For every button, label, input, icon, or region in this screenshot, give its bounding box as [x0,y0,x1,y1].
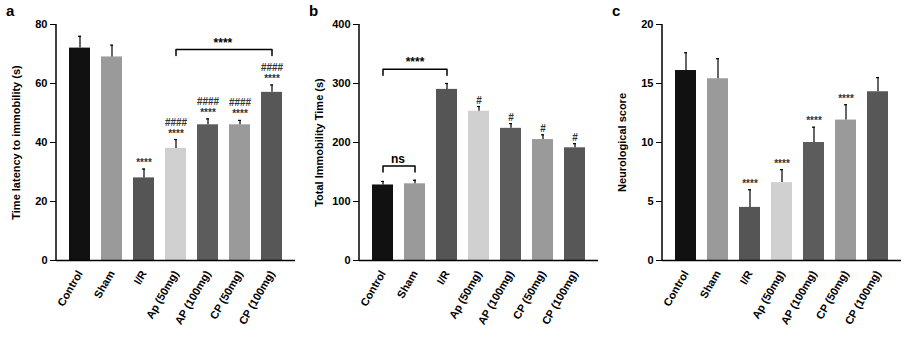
svg-text:AP (100mg): AP (100mg) [778,268,819,327]
svg-text:****: **** [232,108,248,119]
svg-text:####: #### [229,97,252,108]
svg-text:Control: Control [358,268,388,308]
svg-text:Ap (50mg): Ap (50mg) [446,268,483,321]
svg-text:80: 80 [35,18,47,30]
svg-text:ns: ns [391,152,405,166]
svg-text:****: **** [214,36,233,50]
svg-text:CP (100mg): CP (100mg) [539,268,580,327]
svg-text:#: # [476,95,482,106]
svg-text:####: #### [197,96,220,107]
html-text:a: a [6,2,15,19]
svg-text:****: **** [406,55,425,69]
svg-text:100: 100 [332,195,350,207]
svg-text:15: 15 [641,77,653,89]
svg-text:####: #### [261,62,284,73]
svg-text:#: # [508,112,514,123]
html-text:c: c [612,2,621,19]
svg-text:10: 10 [641,136,653,148]
svg-text:CP (100mg): CP (100mg) [236,268,277,327]
svg-text:Control: Control [661,268,691,308]
svg-text:Control: Control [55,268,85,308]
svg-text:****: **** [742,178,758,189]
svg-text:0: 0 [647,254,653,266]
svg-text:I/R: I/R [434,268,451,286]
svg-text:60: 60 [35,77,47,89]
svg-text:I/R: I/R [131,268,148,286]
svg-text:Sham: Sham [394,268,419,300]
svg-text:0: 0 [41,254,47,266]
svg-text:40: 40 [35,136,47,148]
svg-text:400: 400 [332,18,350,30]
svg-text:Total Immobility Time (s): Total Immobility Time (s) [313,78,325,207]
svg-text:20: 20 [35,195,47,207]
svg-text:200: 200 [332,136,350,148]
html-text:b: b [309,2,319,19]
svg-text:####: #### [165,117,188,128]
svg-text:AP (100mg): AP (100mg) [172,268,213,327]
svg-text:****: **** [806,115,822,126]
svg-text:****: **** [200,107,216,118]
svg-text:CP (50mg): CP (50mg) [510,268,548,322]
svg-text:Time latency to immobility (s): Time latency to immobility (s) [10,65,22,220]
svg-text:****: **** [838,93,854,104]
svg-text:Ap (50mg): Ap (50mg) [143,268,180,321]
svg-text:****: **** [774,158,790,169]
svg-text:I/R: I/R [737,268,754,286]
svg-text:#: # [540,123,546,134]
svg-text:#: # [572,132,578,143]
svg-text:****: **** [168,128,184,139]
svg-text:Sham: Sham [697,268,722,300]
svg-text:5: 5 [647,195,653,207]
svg-text:CP (50mg): CP (50mg) [207,268,245,322]
svg-text:****: **** [264,73,280,84]
svg-text:Neurological score: Neurological score [616,93,628,192]
svg-text:20: 20 [641,18,653,30]
svg-text:****: **** [136,157,152,168]
svg-text:CP (50mg): CP (50mg) [813,268,851,322]
svg-text:CP (100mg): CP (100mg) [842,268,883,327]
svg-text:Ap (50mg): Ap (50mg) [749,268,786,321]
svg-text:Sham: Sham [91,268,116,300]
svg-text:AP (100mg): AP (100mg) [475,268,516,327]
svg-text:0: 0 [344,254,350,266]
svg-text:300: 300 [332,77,350,89]
